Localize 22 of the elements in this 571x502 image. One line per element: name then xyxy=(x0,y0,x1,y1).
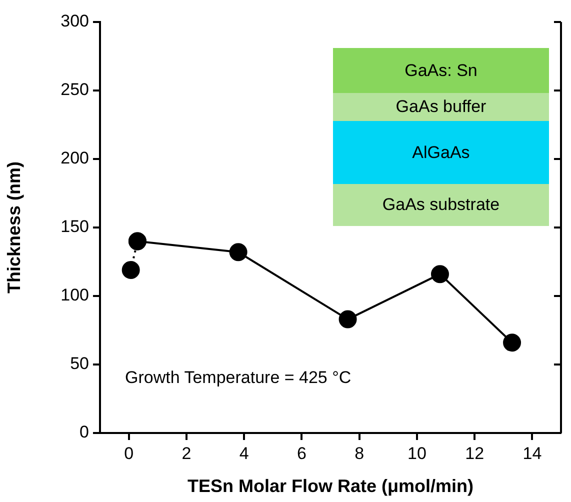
x-tick-label: 4 xyxy=(239,444,249,463)
y-tick-label: 100 xyxy=(60,286,89,305)
annotation: GaAs substrate xyxy=(333,184,549,226)
annotation: GaAs: Sn xyxy=(333,48,549,93)
annotation: AlGaAs xyxy=(333,121,549,184)
annotation: Growth Temperature = 425 °C xyxy=(125,368,352,387)
y-tick-label: 250 xyxy=(60,80,89,100)
y-tick-label: 0 xyxy=(80,422,89,442)
y-tick-label: 50 xyxy=(70,354,89,374)
x-tick-label: 2 xyxy=(182,444,192,463)
y-tick-label: 150 xyxy=(60,217,89,236)
x-tick-label: 14 xyxy=(522,444,542,463)
x-tick-label: 8 xyxy=(354,444,364,463)
x-tick-label: 12 xyxy=(465,444,484,463)
x-tick-label: 10 xyxy=(407,444,426,463)
x-tick-label: 0 xyxy=(124,444,134,463)
x-tick-label: 6 xyxy=(296,444,306,463)
y-tick-label: 300 xyxy=(60,12,89,31)
x-axis-title: TESn Molar Flow Rate (μmol/min) xyxy=(187,476,474,496)
y-axis-title: Thickness (nm) xyxy=(4,161,24,294)
y-tick-label: 200 xyxy=(60,148,89,168)
annotation: GaAs buffer xyxy=(333,93,549,121)
